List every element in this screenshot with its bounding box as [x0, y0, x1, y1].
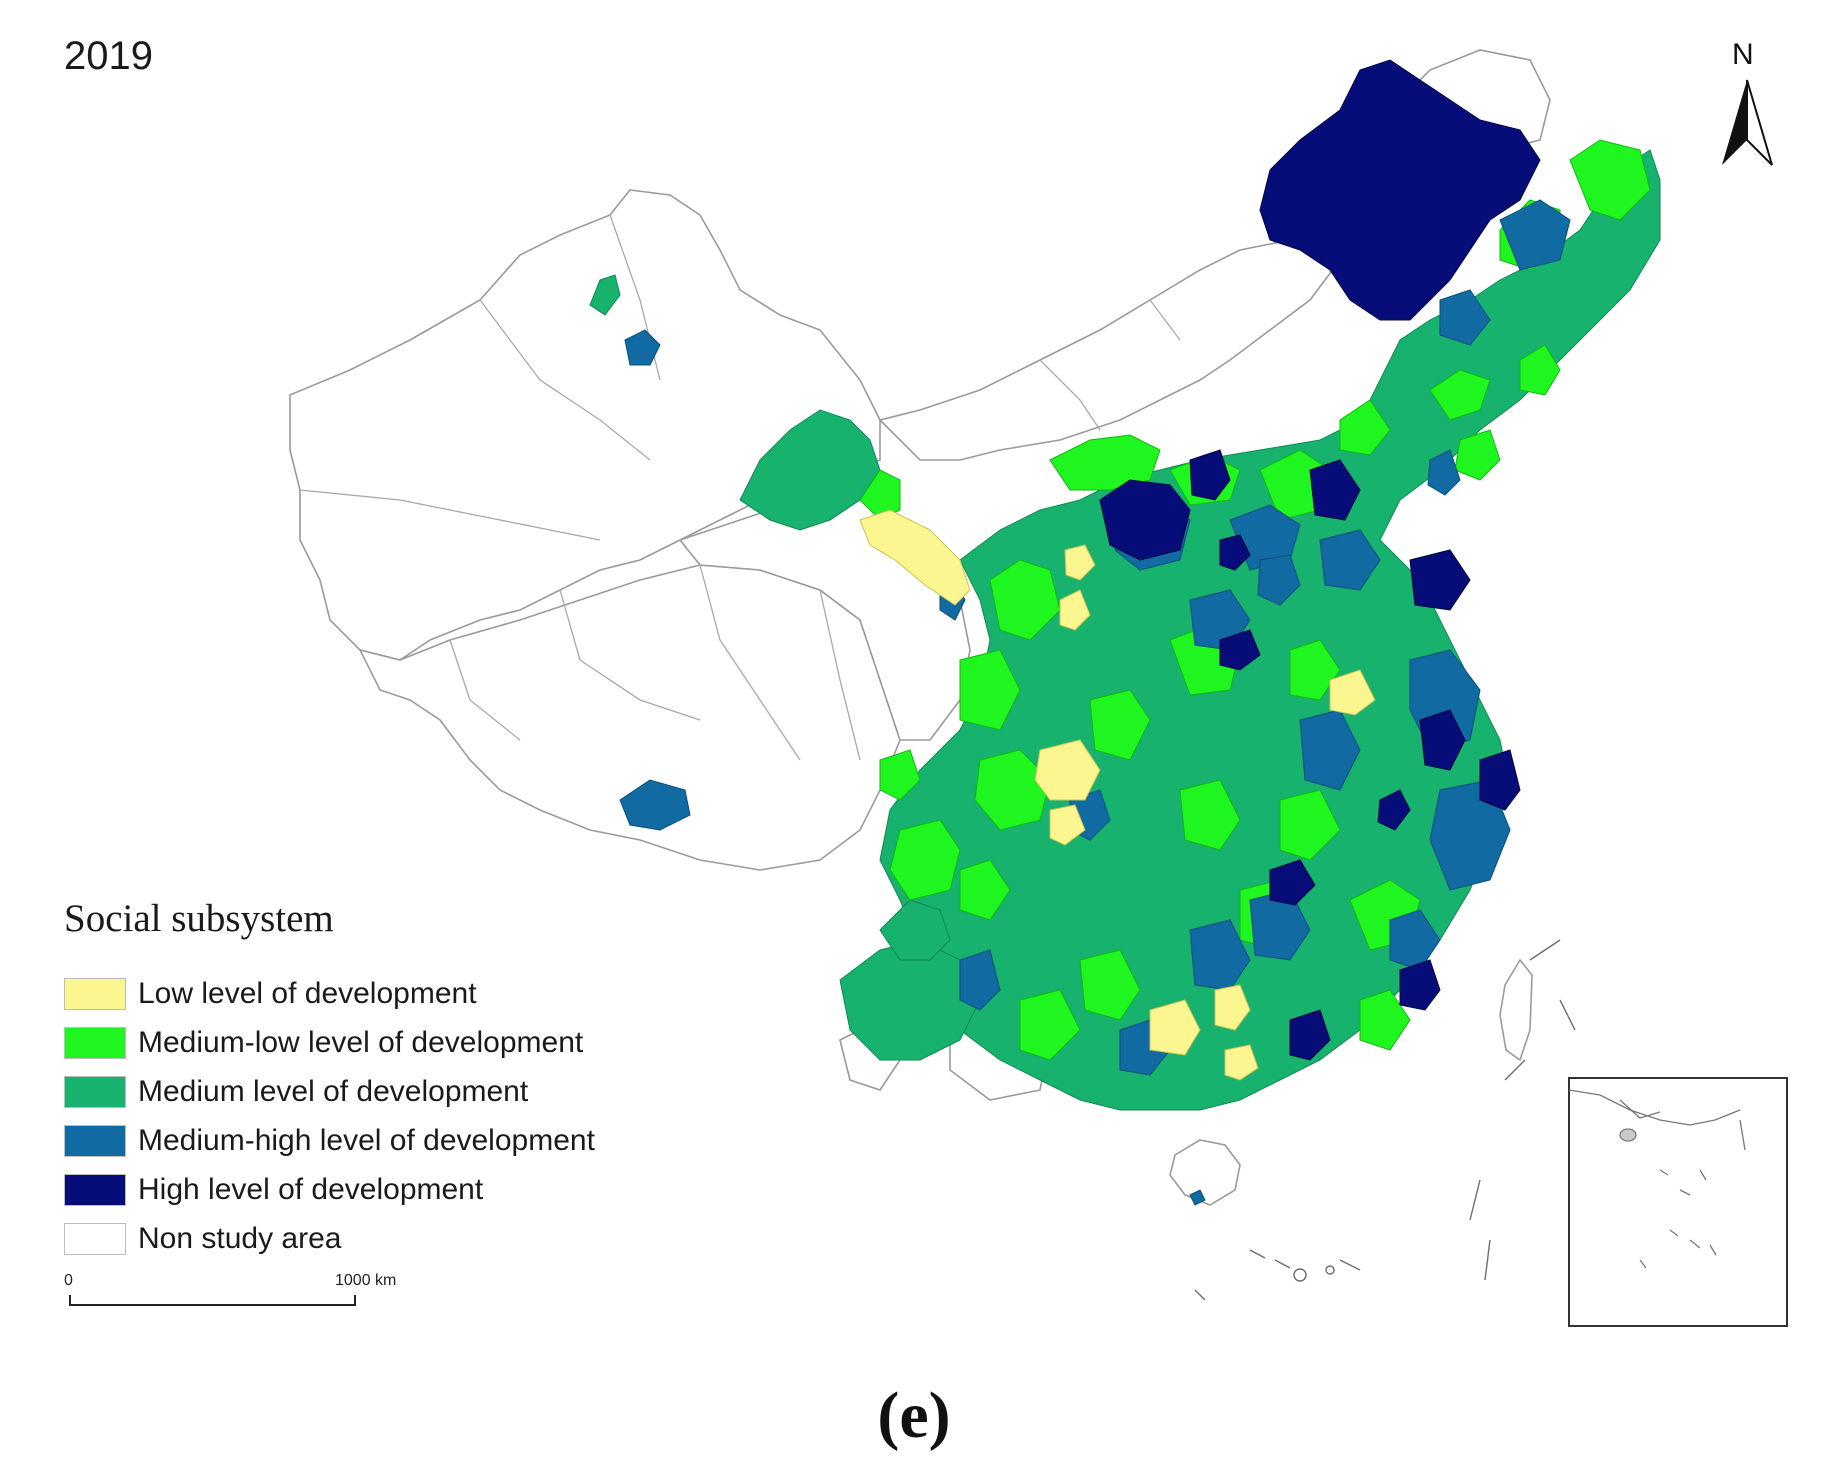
non-study-area	[289, 49, 1551, 1206]
legend-item-low: Low level of development	[64, 969, 684, 1018]
taiwan-island	[1499, 958, 1533, 1062]
legend-swatch-non-study	[64, 1222, 126, 1255]
heilongjiang-north-block	[1259, 59, 1541, 321]
caption-text: (e)	[877, 1379, 951, 1452]
legend-item-medium-high: Medium-high level of development	[64, 1116, 684, 1165]
legend-label: Non study area	[138, 1221, 342, 1255]
scale-bar	[69, 1295, 356, 1306]
legend-swatch-high	[64, 1173, 126, 1206]
tibet-mh-block	[619, 779, 691, 831]
south-china-sea-inset	[1568, 1077, 1788, 1327]
legend-label: Medium-low level of development	[138, 1025, 584, 1059]
high-level-regions	[1099, 59, 1541, 1061]
tibet-region	[358, 564, 901, 871]
legend-item-high: High level of development	[64, 1165, 684, 1214]
sea-islands	[1194, 939, 1576, 1301]
province-lines	[299, 214, 1181, 761]
legend-label: High level of development	[138, 1172, 484, 1206]
legend-label: Medium-high level of development	[138, 1123, 595, 1157]
scale-start-label: 0	[64, 1272, 73, 1289]
xinjiang-north-strip	[589, 274, 621, 316]
north-arrow-icon	[1722, 79, 1773, 166]
gansu-west-block	[739, 409, 881, 531]
legend-label: Medium level of development	[138, 1074, 529, 1108]
legend-title: Social subsystem	[64, 897, 334, 940]
legend-label: Low level of development	[138, 976, 477, 1010]
north-label: N	[1732, 38, 1754, 71]
gansu-corridor	[859, 509, 971, 606]
scale-end-label: 1000 km	[335, 1272, 397, 1289]
legend-swatch-low	[64, 977, 126, 1010]
legend-swatch-medium-low	[64, 1026, 126, 1059]
figure-caption: (e)	[0, 1378, 1828, 1454]
legend-swatch-medium-high	[64, 1124, 126, 1157]
legend-item-non-study: Non study area	[64, 1214, 684, 1263]
xinjiang-mh-block	[624, 329, 661, 366]
low-level-regions	[859, 509, 1376, 1081]
inner-mongolia-north	[878, 229, 1341, 461]
legend-item-medium: Medium level of development	[64, 1067, 684, 1116]
legend-swatch-medium	[64, 1075, 126, 1108]
hainan-island	[1169, 1139, 1241, 1206]
map-year: 2019	[64, 34, 153, 78]
legend-item-medium-low: Medium-low level of development	[64, 1018, 684, 1067]
legend: Social subsystem Low level of developmen…	[64, 896, 684, 1263]
